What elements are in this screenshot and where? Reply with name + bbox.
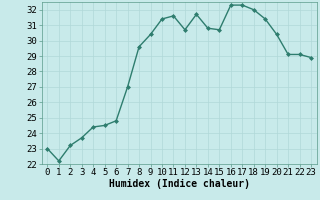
X-axis label: Humidex (Indice chaleur): Humidex (Indice chaleur): [109, 179, 250, 189]
